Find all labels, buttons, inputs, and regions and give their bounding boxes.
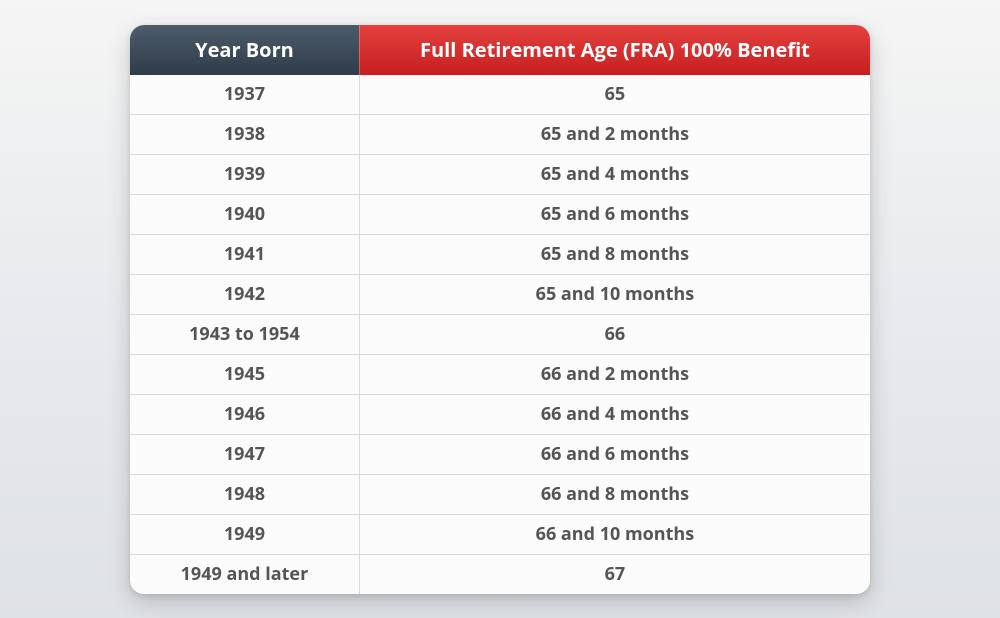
retirement-age-card: Year Born Full Retirement Age (FRA) 100%… [130, 25, 870, 594]
table-row: 194065 and 6 months [130, 194, 870, 234]
cell-year: 1937 [130, 75, 359, 115]
cell-year: 1945 [130, 354, 359, 394]
cell-year: 1948 [130, 474, 359, 514]
cell-fra: 65 and 8 months [359, 234, 870, 274]
cell-year: 1941 [130, 234, 359, 274]
retirement-age-table: Year Born Full Retirement Age (FRA) 100%… [130, 25, 870, 594]
cell-year: 1940 [130, 194, 359, 234]
table-header-row: Year Born Full Retirement Age (FRA) 100%… [130, 25, 870, 75]
table-row: 193765 [130, 75, 870, 115]
cell-fra: 65 and 2 months [359, 114, 870, 154]
table-row: 1943 to 195466 [130, 314, 870, 354]
cell-fra: 65 [359, 75, 870, 115]
table-row: 194566 and 2 months [130, 354, 870, 394]
cell-year: 1947 [130, 434, 359, 474]
cell-fra: 65 and 4 months [359, 154, 870, 194]
table-row: 1949 and later67 [130, 554, 870, 594]
cell-fra: 66 and 8 months [359, 474, 870, 514]
table-row: 194666 and 4 months [130, 394, 870, 434]
table-row: 193865 and 2 months [130, 114, 870, 154]
cell-year: 1939 [130, 154, 359, 194]
cell-fra: 66 and 4 months [359, 394, 870, 434]
column-header-fra: Full Retirement Age (FRA) 100% Benefit [359, 25, 870, 75]
table-row: 194866 and 8 months [130, 474, 870, 514]
table-row: 194966 and 10 months [130, 514, 870, 554]
cell-fra: 66 and 10 months [359, 514, 870, 554]
cell-year: 1946 [130, 394, 359, 434]
cell-fra: 65 and 10 months [359, 274, 870, 314]
table-body: 193765 193865 and 2 months 193965 and 4 … [130, 75, 870, 594]
table-row: 194265 and 10 months [130, 274, 870, 314]
cell-year: 1942 [130, 274, 359, 314]
cell-year: 1943 to 1954 [130, 314, 359, 354]
cell-fra: 66 and 2 months [359, 354, 870, 394]
cell-fra: 65 and 6 months [359, 194, 870, 234]
table-row: 194766 and 6 months [130, 434, 870, 474]
cell-fra: 66 [359, 314, 870, 354]
cell-fra: 66 and 6 months [359, 434, 870, 474]
table-row: 193965 and 4 months [130, 154, 870, 194]
cell-year: 1949 and later [130, 554, 359, 594]
table-row: 194165 and 8 months [130, 234, 870, 274]
cell-year: 1938 [130, 114, 359, 154]
cell-fra: 67 [359, 554, 870, 594]
column-header-year-born: Year Born [130, 25, 359, 75]
cell-year: 1949 [130, 514, 359, 554]
